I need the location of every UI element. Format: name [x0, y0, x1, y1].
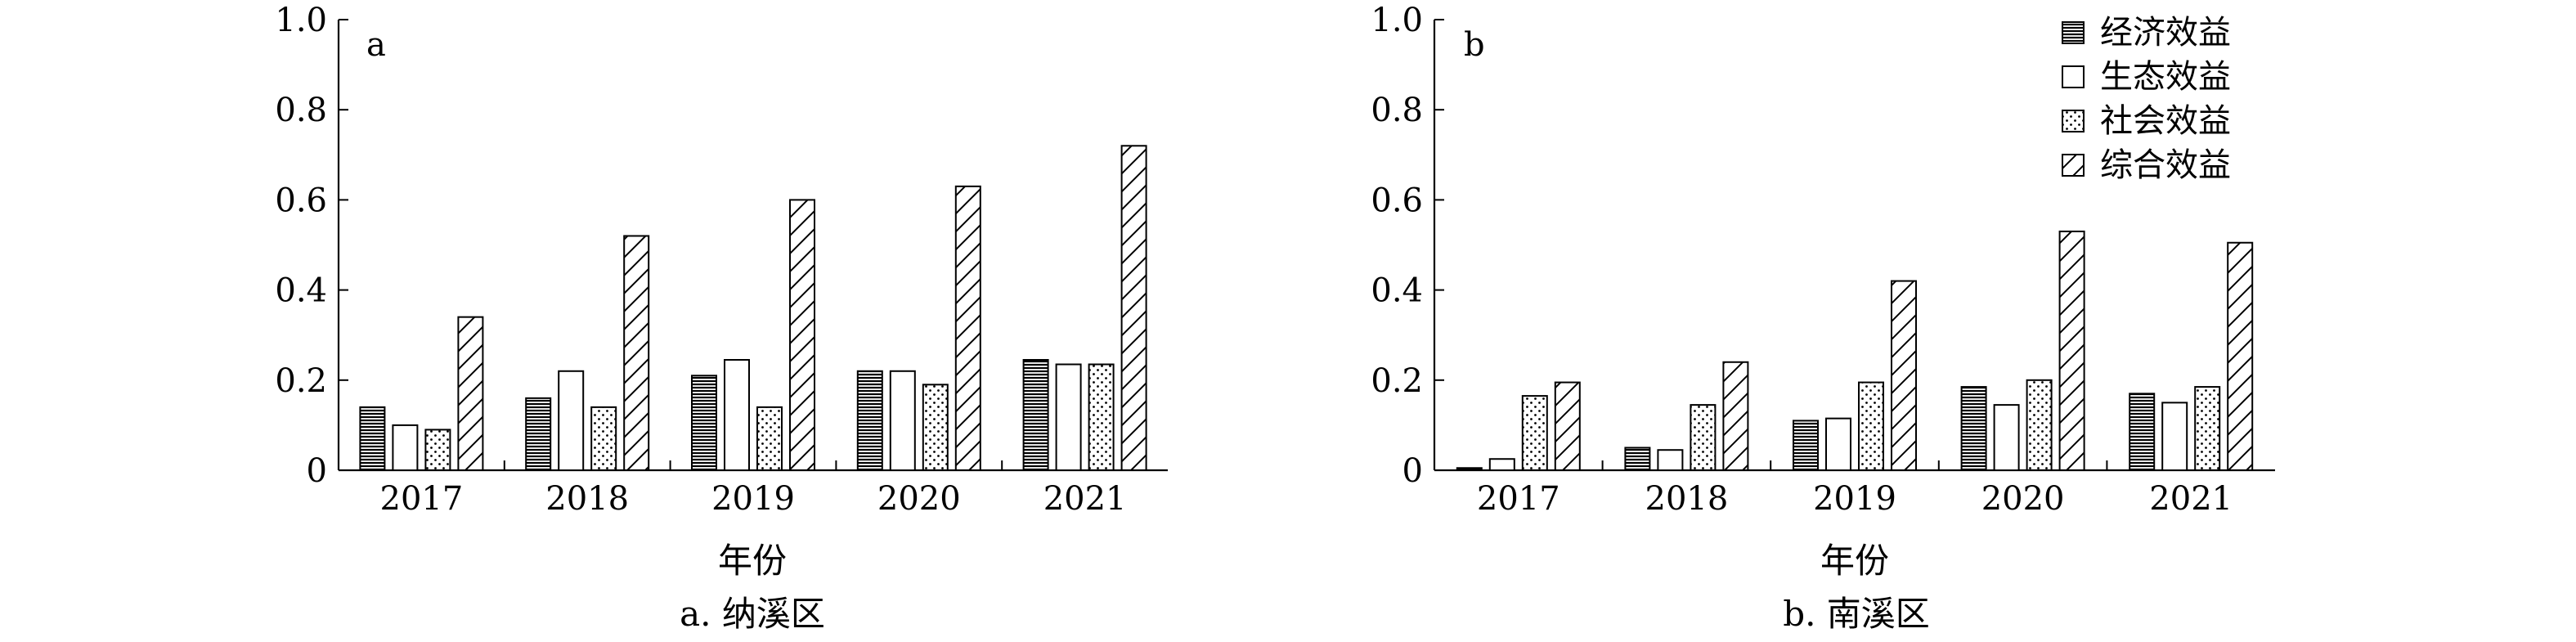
legend-label-0: 经济效益	[2100, 14, 2231, 52]
y-tick-label-a: 0.4	[275, 272, 327, 310]
bar-b-0-2	[1793, 420, 1819, 472]
chart-panel-a: 0 0.2 0.4 0.6 0.8 1.0 2017 2018 2019 2020 2021 a 年…	[275, 2, 1168, 634]
legend-swatch-2	[2062, 110, 2085, 132]
x-tick-label-a: 2019	[711, 480, 795, 518]
y-tick-label-a: 0.6	[275, 182, 327, 219]
bar-a-3-1	[623, 235, 650, 471]
bar-a-2-2	[756, 406, 783, 471]
y-tick-label-a: 0.2	[275, 362, 327, 400]
x-tick-label-b: 2017	[1477, 480, 1560, 518]
bar-b-3-2	[1891, 280, 1917, 471]
bar-a-1-4	[1055, 363, 1082, 472]
bar-b-2-1	[1690, 404, 1717, 472]
bar-b-1-2	[1825, 417, 1851, 472]
y-tick-label-b: 0.6	[1371, 182, 1423, 219]
y-tick-label-a: 1.0	[275, 2, 327, 39]
bar-b-1-4	[2161, 402, 2188, 472]
legend-label-1: 生态效益	[2100, 58, 2231, 96]
legend-swatch-0	[2062, 21, 2085, 44]
bar-b-0-4	[2129, 393, 2156, 471]
bar-b-2-0	[1521, 395, 1548, 471]
plot-area-b: 0 0.2 0.4 0.6 0.8 1.0 2017 2018 2019 2020 2021	[1371, 2, 2275, 518]
bar-b-1-0	[1488, 458, 1515, 471]
plot-area-a: 0 0.2 0.4 0.6 0.8 1.0 2017 2018 2019 2020 2021	[275, 2, 1168, 518]
x-tick-label-a: 2021	[1043, 480, 1127, 518]
bar-a-0-3	[856, 370, 883, 471]
legend-label-3: 综合效益	[2100, 146, 2231, 184]
bar-a-1-3	[889, 370, 916, 471]
x-tick-label-b: 2021	[2149, 480, 2233, 518]
bar-b-3-3	[2058, 230, 2085, 471]
legend-swatch-3	[2062, 154, 2085, 177]
bar-a-0-4	[1022, 359, 1049, 471]
bar-a-2-0	[424, 429, 451, 471]
x-tick-label-a: 2017	[380, 480, 464, 518]
bar-b-1-1	[1657, 449, 1684, 472]
bar-a-3-0	[457, 316, 484, 471]
caption-b: b. 南溪区	[1783, 594, 1930, 634]
x-tick-label-a: 2020	[877, 480, 961, 518]
bar-b-0-1	[1624, 447, 1651, 472]
y-tick-label-b: 0.4	[1371, 272, 1423, 310]
chart-panel-b: 0 0.2 0.4 0.6 0.8 1.0 2017 2018 2019 2020 2021 b b…	[1371, 2, 2275, 634]
x-tick-label-b: 2020	[1981, 480, 2065, 518]
bar-a-0-0	[359, 406, 386, 471]
y-tick-label-b: 0	[1402, 452, 1423, 490]
bar-b-2-4	[2194, 386, 2221, 471]
panel-label-b: b	[1464, 26, 1485, 64]
bar-a-1-2	[724, 359, 750, 471]
y-tick-label-a: 0	[307, 452, 327, 490]
bar-b-0-3	[1960, 386, 1987, 471]
x-axis-title-a: 年份	[718, 541, 787, 581]
y-tick-label-b: 0.8	[1371, 92, 1423, 129]
bar-b-0-0	[1456, 467, 1483, 471]
bar-a-0-2	[691, 375, 717, 472]
bar-a-1-0	[392, 424, 419, 472]
bar-a-3-3	[954, 185, 981, 471]
caption-a: a. 纳溪区	[680, 594, 825, 634]
bar-a-2-1	[590, 406, 617, 471]
x-tick-label-b: 2018	[1645, 480, 1729, 518]
y-tick-label-b: 1.0	[1371, 2, 1423, 39]
bar-b-3-0	[1554, 381, 1581, 471]
x-tick-label-b: 2019	[1813, 480, 1896, 518]
legend-label-2: 社会效益	[2100, 102, 2231, 140]
bar-a-3-4	[1120, 145, 1147, 471]
y-tick-label-b: 0.2	[1371, 362, 1423, 400]
x-tick-label-a: 2018	[545, 480, 629, 518]
panel-label-a: a	[366, 26, 386, 64]
bar-a-1-1	[558, 370, 585, 471]
bar-b-3-4	[2227, 241, 2254, 471]
bar-a-3-2	[789, 199, 815, 471]
bar-a-2-3	[922, 384, 949, 471]
bar-b-1-3	[1993, 404, 2020, 472]
legend-swatch-1	[2062, 65, 2085, 88]
x-axis-title-b: 年份	[1820, 541, 1889, 581]
bar-b-3-1	[1722, 361, 1749, 472]
bar-a-2-4	[1088, 363, 1115, 472]
bar-b-2-3	[2026, 379, 2053, 471]
bar-b-2-2	[1858, 381, 1884, 471]
y-tick-label-a: 0.8	[275, 92, 327, 129]
bar-a-0-1	[525, 397, 552, 471]
